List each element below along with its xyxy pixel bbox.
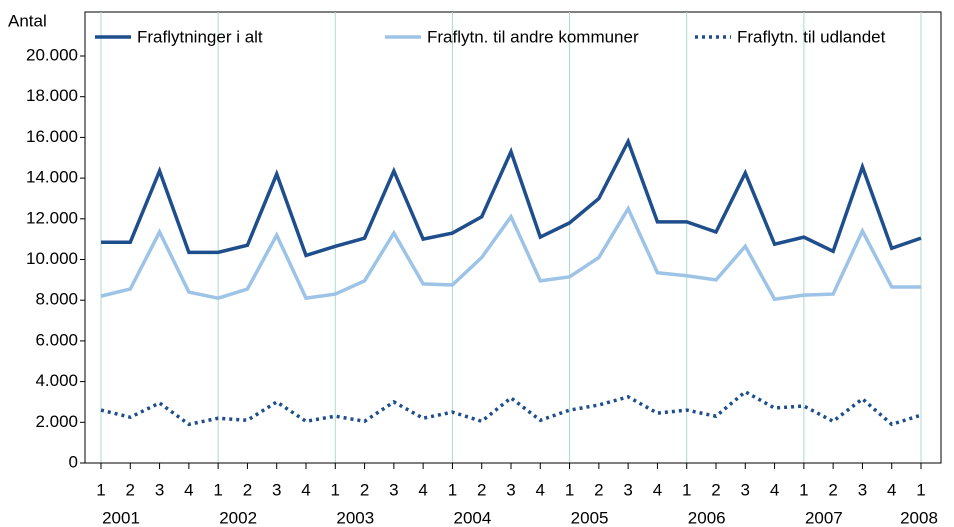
x-tick-label: 1	[565, 480, 574, 499]
x-tick-label: 3	[155, 480, 164, 499]
x-tick-label: 1	[799, 480, 808, 499]
y-tick-label: 8.000	[35, 290, 78, 309]
x-tick-label: 1	[682, 480, 691, 499]
x-tick-label: 4	[418, 480, 427, 499]
x-tick-label: 2	[360, 480, 369, 499]
y-tick-label: 12.000	[26, 208, 78, 227]
x-tick-label: 4	[184, 480, 193, 499]
x-tick-label: 4	[536, 480, 545, 499]
year-label: 2001	[102, 508, 140, 527]
x-tick-label: 2	[828, 480, 837, 499]
legend-label: Fraflytn. til udlandet	[737, 27, 886, 46]
x-tick-label: 2	[126, 480, 135, 499]
x-tick-label: 2	[594, 480, 603, 499]
y-tick-label: 0	[69, 452, 78, 471]
x-tick-label: 1	[213, 480, 222, 499]
x-tick-label: 3	[272, 480, 281, 499]
year-label: 2003	[336, 508, 374, 527]
year-label: 2005	[571, 508, 609, 527]
y-tick-label: 6.000	[35, 330, 78, 349]
plot-frame	[84, 11, 942, 464]
x-tick-label: 1	[916, 480, 925, 499]
x-tick-label: 4	[770, 480, 779, 499]
x-tick-label: 4	[887, 480, 896, 499]
series-line	[101, 137, 922, 258]
year-label: 2006	[688, 508, 726, 527]
x-tick-label: 1	[448, 480, 457, 499]
x-tick-label: 2	[711, 480, 720, 499]
series-line	[100, 389, 922, 427]
legend-label: Fraflytninger i alt	[137, 27, 263, 46]
x-tick-label: 1	[331, 480, 340, 499]
y-tick-label: 20.000	[26, 45, 78, 64]
year-label: 2007	[805, 508, 843, 527]
year-label: 2008	[900, 508, 938, 527]
y-tick-label: 2.000	[35, 412, 78, 431]
x-tick-label: 3	[741, 480, 750, 499]
x-tick-label: 3	[506, 480, 515, 499]
x-tick-label: 3	[389, 480, 398, 499]
x-tick-label: 2	[243, 480, 252, 499]
y-axis-title: Antal	[8, 11, 47, 30]
y-tick-label: 14.000	[26, 168, 78, 187]
x-tick-label: 4	[653, 480, 662, 499]
y-tick-label: 18.000	[26, 86, 78, 105]
x-tick-label: 1	[96, 480, 105, 499]
year-label: 2004	[454, 508, 492, 527]
y-tick-label: 16.000	[26, 127, 78, 146]
x-tick-label: 4	[301, 480, 310, 499]
x-tick-label: 3	[623, 480, 632, 499]
x-tick-label: 2	[477, 480, 486, 499]
year-label: 2002	[219, 508, 257, 527]
y-tick-label: 4.000	[35, 371, 78, 390]
y-tick-label: 10.000	[26, 249, 78, 268]
legend-label: Fraflytn. til andre kommuner	[427, 27, 639, 46]
series-line	[100, 204, 921, 302]
x-tick-label: 3	[858, 480, 867, 499]
